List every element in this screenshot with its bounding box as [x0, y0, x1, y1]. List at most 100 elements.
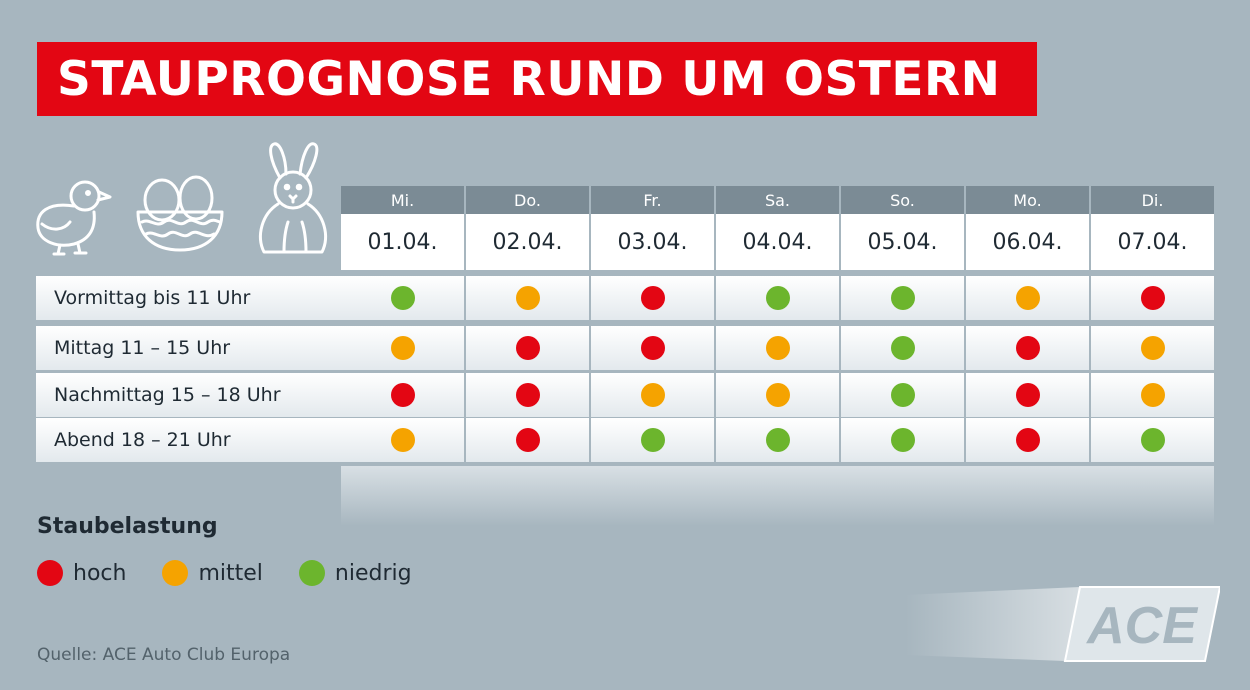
forecast-cell — [841, 418, 964, 462]
time-row-label: Nachmittag 15 – 18 Uhr — [36, 373, 341, 417]
forecast-cell — [716, 373, 839, 417]
date-header: 01.04. — [341, 214, 464, 270]
time-row-label: Vormittag bis 11 Uhr — [36, 276, 341, 320]
date-header: 07.04. — [1091, 214, 1214, 270]
time-row-label: Abend 18 – 21 Uhr — [36, 418, 341, 462]
forecast-cell — [966, 276, 1089, 320]
traffic-dot-mittel — [1140, 336, 1165, 360]
date-header: 03.04. — [591, 214, 714, 270]
day-column: Sa. 04.04. — [716, 186, 839, 270]
legend-label-niedrig: niedrig — [334, 560, 412, 586]
forecast-cell — [966, 373, 1089, 417]
legend-dot-mittel — [162, 560, 189, 586]
chick-icon — [36, 180, 112, 256]
forecast-cell — [591, 276, 714, 320]
forecast-cell — [341, 373, 464, 417]
forecast-cell — [466, 373, 589, 417]
forecast-cell — [841, 326, 964, 370]
traffic-dot-mittel — [390, 336, 415, 360]
traffic-dot-mittel — [1140, 383, 1165, 407]
forecast-cell — [716, 276, 839, 320]
forecast-cell — [341, 326, 464, 370]
day-header: Mi. — [341, 186, 464, 214]
time-row-label: Mittag 11 – 15 Uhr — [36, 326, 341, 370]
forecast-cell — [966, 418, 1089, 462]
forecast-cell — [341, 418, 464, 462]
legend-label-mittel: mittel — [198, 560, 263, 586]
page-title: STAUPROGNOSE RUND UM OSTERN — [57, 51, 1001, 107]
day-column: So. 05.04. — [841, 186, 964, 270]
traffic-dot-niedrig — [890, 428, 915, 452]
traffic-dot-hoch — [515, 336, 540, 360]
logo-text: ACE — [1085, 597, 1198, 655]
bunny-icon — [259, 142, 327, 254]
day-header: Di. — [1091, 186, 1214, 214]
traffic-dot-niedrig — [1140, 428, 1165, 452]
traffic-dot-hoch — [640, 336, 665, 360]
legend-dot-hoch — [37, 560, 63, 586]
logo-streak — [905, 587, 1080, 661]
day-column: Mo. 06.04. — [966, 186, 1089, 270]
day-header: So. — [841, 186, 964, 214]
time-row: Nachmittag 15 – 18 Uhr — [36, 373, 1214, 417]
traffic-dot-niedrig — [890, 286, 915, 310]
legend-item-mittel: mittel — [162, 560, 263, 586]
day-column: Fr. 03.04. — [591, 186, 714, 270]
forecast-cell — [966, 326, 1089, 370]
traffic-dot-hoch — [1015, 428, 1040, 452]
table-fade — [341, 466, 1214, 526]
traffic-dot-mittel — [640, 383, 665, 407]
traffic-dot-niedrig — [640, 428, 665, 452]
date-header: 02.04. — [466, 214, 589, 270]
forecast-cell — [341, 276, 464, 320]
forecast-cell — [591, 418, 714, 462]
easter-icons — [36, 142, 327, 256]
ace-logo: ACE — [905, 586, 1220, 662]
traffic-dot-niedrig — [890, 383, 915, 407]
day-header: Do. — [466, 186, 589, 214]
traffic-dot-hoch — [515, 383, 540, 407]
traffic-dot-niedrig — [765, 428, 790, 452]
legend-item-hoch: hoch — [37, 560, 126, 586]
forecast-cell — [591, 326, 714, 370]
legend-label-hoch: hoch — [73, 560, 127, 586]
day-column: Do. 02.04. — [466, 186, 589, 270]
forecast-cell — [1091, 418, 1214, 462]
traffic-dot-mittel — [515, 286, 540, 310]
date-header: 05.04. — [841, 214, 964, 270]
traffic-dot-mittel — [1015, 286, 1040, 310]
traffic-dot-niedrig — [765, 286, 790, 310]
traffic-dot-hoch — [390, 383, 415, 407]
legend-item-niedrig: niedrig — [298, 560, 412, 586]
legend: hoch mittel niedrig — [37, 560, 448, 586]
forecast-cell — [466, 276, 589, 320]
traffic-dot-hoch — [1015, 336, 1040, 360]
forecast-cell — [466, 418, 589, 462]
legend-dot-niedrig — [298, 560, 325, 586]
day-header: Sa. — [716, 186, 839, 214]
traffic-dot-hoch — [515, 428, 540, 452]
day-column: Di. 07.04. — [1091, 186, 1214, 270]
traffic-dot-mittel — [765, 336, 790, 360]
forecast-cell — [716, 326, 839, 370]
time-row: Mittag 11 – 15 Uhr — [36, 326, 1214, 370]
source-note: Quelle: ACE Auto Club Europa — [37, 645, 291, 665]
logo-plate — [1063, 586, 1220, 662]
forecast-cell — [716, 418, 839, 462]
traffic-dot-mittel — [765, 383, 790, 407]
time-row: Vormittag bis 11 Uhr — [36, 276, 1214, 320]
forecast-cell — [466, 326, 589, 370]
day-header: Fr. — [591, 186, 714, 214]
forecast-table: Mi. 01.04. Do. 02.04. Fr. 03.04. Sa. 04.04. So. 0… — [36, 186, 1214, 526]
traffic-dot-niedrig — [890, 336, 915, 360]
traffic-dot-mittel — [390, 428, 415, 452]
title-banner: STAUPROGNOSE RUND UM OSTERN — [37, 42, 1037, 116]
time-row: Abend 18 – 21 Uhr — [36, 418, 1214, 462]
traffic-dot-hoch — [640, 286, 665, 310]
date-header: 04.04. — [716, 214, 839, 270]
forecast-cell — [1091, 276, 1214, 320]
forecast-cell — [841, 373, 964, 417]
eggs-basket-icon — [136, 175, 224, 252]
forecast-cell — [1091, 373, 1214, 417]
traffic-dot-niedrig — [390, 286, 415, 310]
